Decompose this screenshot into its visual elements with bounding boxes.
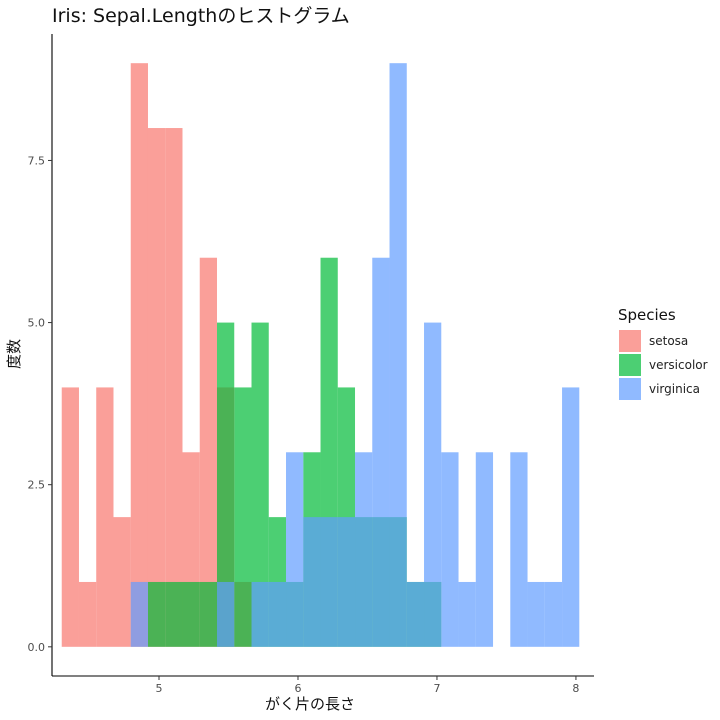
y-tick-label-1: 2.5: [28, 479, 46, 492]
axes: 5 6 7 8 0.0 2.5 5.0 7.5: [28, 34, 594, 695]
x-axis-title: がく片の長さ: [265, 695, 355, 713]
bar-virginica-23: [458, 581, 476, 647]
bar-virginica-26: [510, 452, 528, 647]
bar-virginica-21: [424, 322, 442, 647]
bar-virginica-11: [251, 581, 269, 647]
bar-versicolor-10: [234, 387, 252, 647]
bar-setosa-2: [96, 387, 114, 647]
bar-setosa-5: [147, 128, 166, 647]
x-tick-label-1: 6: [294, 682, 301, 695]
bar-versicolor-8: [199, 581, 217, 647]
bar-virginica-17: [355, 452, 373, 647]
bar-virginica-27: [527, 581, 545, 647]
bar-setosa-6: [165, 128, 183, 647]
legend-label-virginica: virginica: [649, 382, 700, 396]
bar-virginica-19: [389, 63, 407, 647]
bars-layer: [61, 63, 580, 647]
bar-versicolor-11: [251, 322, 269, 647]
bar-virginica-14: [303, 517, 321, 647]
bar-versicolor-9: [216, 322, 235, 647]
bar-versicolor-7: [182, 581, 200, 647]
bar-virginica-28: [544, 581, 563, 647]
bar-virginica-4: [130, 581, 148, 647]
bar-virginica-18: [372, 257, 390, 647]
y-tick-label-3: 7.5: [28, 154, 46, 167]
y-tick-label-0: 0.0: [28, 641, 46, 654]
legend-swatch-setosa: [619, 330, 641, 352]
bar-versicolor-5: [147, 581, 166, 647]
legend-label-versicolor: versicolor: [649, 358, 708, 372]
legend: Species setosa versicolor virginica: [618, 306, 708, 400]
chart-title: Iris: Sepal.Lengthのヒストグラム: [52, 5, 350, 27]
bar-virginica-16: [337, 517, 356, 647]
bar-setosa-8: [199, 257, 217, 647]
bar-setosa-0: [61, 387, 79, 647]
y-tick-label-2: 5.0: [28, 317, 46, 330]
bar-virginica-13: [286, 452, 304, 647]
x-tick-label-3: 8: [572, 682, 579, 695]
bar-virginica-22: [441, 452, 459, 647]
bar-virginica-20: [406, 581, 425, 647]
bar-setosa-3: [113, 517, 131, 647]
x-tick-label-2: 7: [433, 682, 440, 695]
bar-virginica-29: [562, 387, 580, 647]
legend-swatch-virginica: [619, 378, 641, 400]
legend-swatch-versicolor: [619, 354, 641, 376]
legend-label-setosa: setosa: [649, 334, 688, 348]
bar-setosa-1: [78, 581, 97, 647]
y-axis-title: 度数: [5, 339, 23, 369]
bar-virginica-12: [268, 581, 287, 647]
bar-versicolor-6: [165, 581, 183, 647]
bar-virginica-24: [475, 452, 494, 647]
bar-virginica-9: [216, 581, 235, 647]
bar-setosa-4: [130, 63, 148, 647]
x-tick-label-0: 5: [156, 682, 163, 695]
legend-title: Species: [618, 306, 676, 324]
bar-virginica-15: [320, 517, 338, 647]
